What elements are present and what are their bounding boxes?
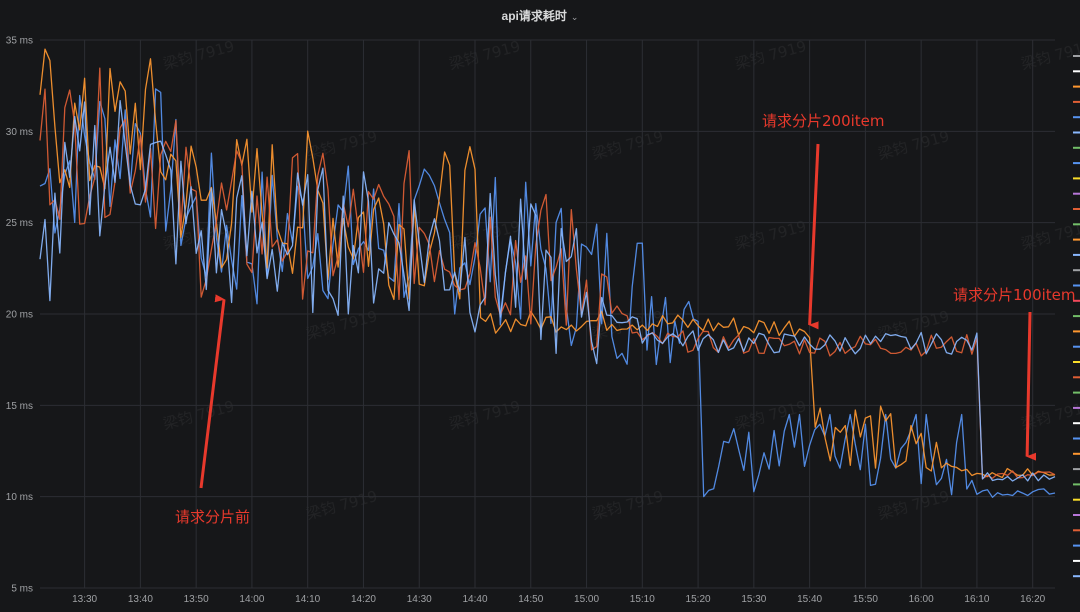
legend-swatch[interactable] <box>1073 223 1080 226</box>
watermark-text: 梁钧 7919 <box>304 127 379 163</box>
x-tick-label: 16:00 <box>909 594 934 605</box>
watermark-text: 梁钧 7919 <box>304 487 379 523</box>
annotation-label: 请求分片200item <box>762 112 885 130</box>
x-tick-label: 15:00 <box>574 594 599 605</box>
x-tick-label: 15:50 <box>853 594 878 605</box>
y-tick-label: 10 ms <box>6 492 33 503</box>
legend-swatch[interactable] <box>1073 208 1080 210</box>
watermark-text: 梁钧 7919 <box>447 37 522 73</box>
legend-swatch[interactable] <box>1073 376 1080 379</box>
annotation-label: 请求分片100item <box>953 286 1076 304</box>
x-tick-label: 16:10 <box>964 594 989 605</box>
x-tick-label: 14:30 <box>407 594 432 605</box>
series-layer <box>39 48 1056 498</box>
x-tick-label: 15:10 <box>630 594 655 605</box>
legend-swatch[interactable] <box>1073 177 1080 180</box>
legend-swatch[interactable] <box>1073 559 1080 562</box>
legend-swatch[interactable] <box>1073 269 1080 272</box>
x-tick-label: 13:40 <box>128 594 153 605</box>
legend-swatch[interactable] <box>1073 330 1080 333</box>
legend-swatch[interactable] <box>1073 100 1080 103</box>
watermark-text: 梁钧 7919 <box>590 487 665 523</box>
y-tick-label: 35 ms <box>6 36 33 47</box>
x-tick-label: 13:50 <box>184 594 209 605</box>
y-tick-label: 5 ms <box>11 584 33 595</box>
legend[interactable] <box>1073 55 1080 578</box>
x-tick-label: 15:30 <box>741 594 766 605</box>
legend-swatch[interactable] <box>1073 345 1080 348</box>
legend-swatch[interactable] <box>1073 131 1080 134</box>
x-tick-label: 13:30 <box>72 594 97 605</box>
legend-swatch[interactable] <box>1073 70 1080 73</box>
annotation-arrow <box>199 294 226 489</box>
legend-swatch[interactable] <box>1073 483 1080 486</box>
y-tick-label: 20 ms <box>6 310 33 321</box>
panel-title-text: api请求耗时 <box>501 9 567 23</box>
watermark-text: 梁钧 7919 <box>161 37 236 73</box>
watermark-text: 梁钧 7919 <box>733 37 808 73</box>
legend-swatch[interactable] <box>1073 315 1080 318</box>
series-line-3 <box>39 67 1056 480</box>
watermark-text: 梁钧 7919 <box>876 487 951 523</box>
legend-swatch[interactable] <box>1073 452 1080 455</box>
x-tick-label: 14:50 <box>518 594 543 605</box>
legend-swatch[interactable] <box>1073 406 1080 409</box>
legend-swatch[interactable] <box>1073 422 1080 425</box>
annotation-label: 请求分片前 <box>175 508 250 526</box>
axes: 5 ms 10 ms 15 ms 20 ms 25 ms 30 ms 35 ms 13:30 1… <box>6 36 1046 606</box>
legend-swatch[interactable] <box>1073 391 1080 394</box>
watermark-text: 梁钧 7919 <box>447 397 522 433</box>
watermark-layer: 梁钧 7919 梁钧 7919 梁钧 7919 梁钧 7919 梁钧 7919 梁钧 79… <box>161 37 1080 523</box>
legend-swatch[interactable] <box>1073 498 1080 501</box>
legend-swatch[interactable] <box>1073 544 1080 547</box>
x-tick-label: 16:20 <box>1020 594 1045 605</box>
legend-swatch[interactable] <box>1073 253 1080 256</box>
legend-swatch[interactable] <box>1073 162 1080 165</box>
legend-swatch[interactable] <box>1073 85 1080 88</box>
x-tick-label: 15:20 <box>686 594 711 605</box>
series-line-2 <box>39 48 1056 479</box>
y-tick-label: 25 ms <box>6 218 33 229</box>
legend-swatch[interactable] <box>1073 238 1080 241</box>
x-tick-label: 15:40 <box>797 594 822 605</box>
x-tick-label: 14:40 <box>462 594 487 605</box>
legend-swatch[interactable] <box>1073 437 1080 440</box>
legend-swatch[interactable] <box>1073 361 1080 363</box>
panel-title[interactable]: api请求耗时 ⌄ <box>0 7 1080 24</box>
legend-swatch[interactable] <box>1073 529 1080 532</box>
watermark-text: 梁钧 7919 <box>590 127 665 163</box>
legend-swatch[interactable] <box>1073 514 1080 516</box>
series-line-1 <box>39 88 1056 498</box>
y-tick-label: 30 ms <box>6 127 33 138</box>
annotation-arrow <box>808 143 820 330</box>
legend-swatch[interactable] <box>1073 284 1080 287</box>
legend-swatch[interactable] <box>1073 116 1080 119</box>
legend-swatch[interactable] <box>1073 192 1080 195</box>
chevron-down-icon[interactable]: ⌄ <box>570 12 579 22</box>
annotation-arrow <box>1025 311 1037 461</box>
legend-swatch[interactable] <box>1073 468 1080 471</box>
annotations: 请求分片前 请求分片200item 请求分片100item <box>175 112 1076 526</box>
watermark-text: 梁钧 7919 <box>1019 37 1080 73</box>
watermark-text: 梁钧 7919 <box>304 307 379 343</box>
x-tick-label: 14:10 <box>295 594 320 605</box>
y-tick-label: 15 ms <box>6 401 33 412</box>
watermark-text: 梁钧 7919 <box>161 397 236 433</box>
legend-swatch[interactable] <box>1073 299 1080 302</box>
legend-swatch[interactable] <box>1073 146 1080 149</box>
series-line-4 <box>39 99 1056 482</box>
x-tick-label: 14:00 <box>239 594 264 605</box>
x-tick-label: 14:20 <box>351 594 376 605</box>
watermark-text: 梁钧 7919 <box>876 127 951 163</box>
legend-swatch[interactable] <box>1073 575 1080 578</box>
legend-swatch[interactable] <box>1073 55 1080 57</box>
